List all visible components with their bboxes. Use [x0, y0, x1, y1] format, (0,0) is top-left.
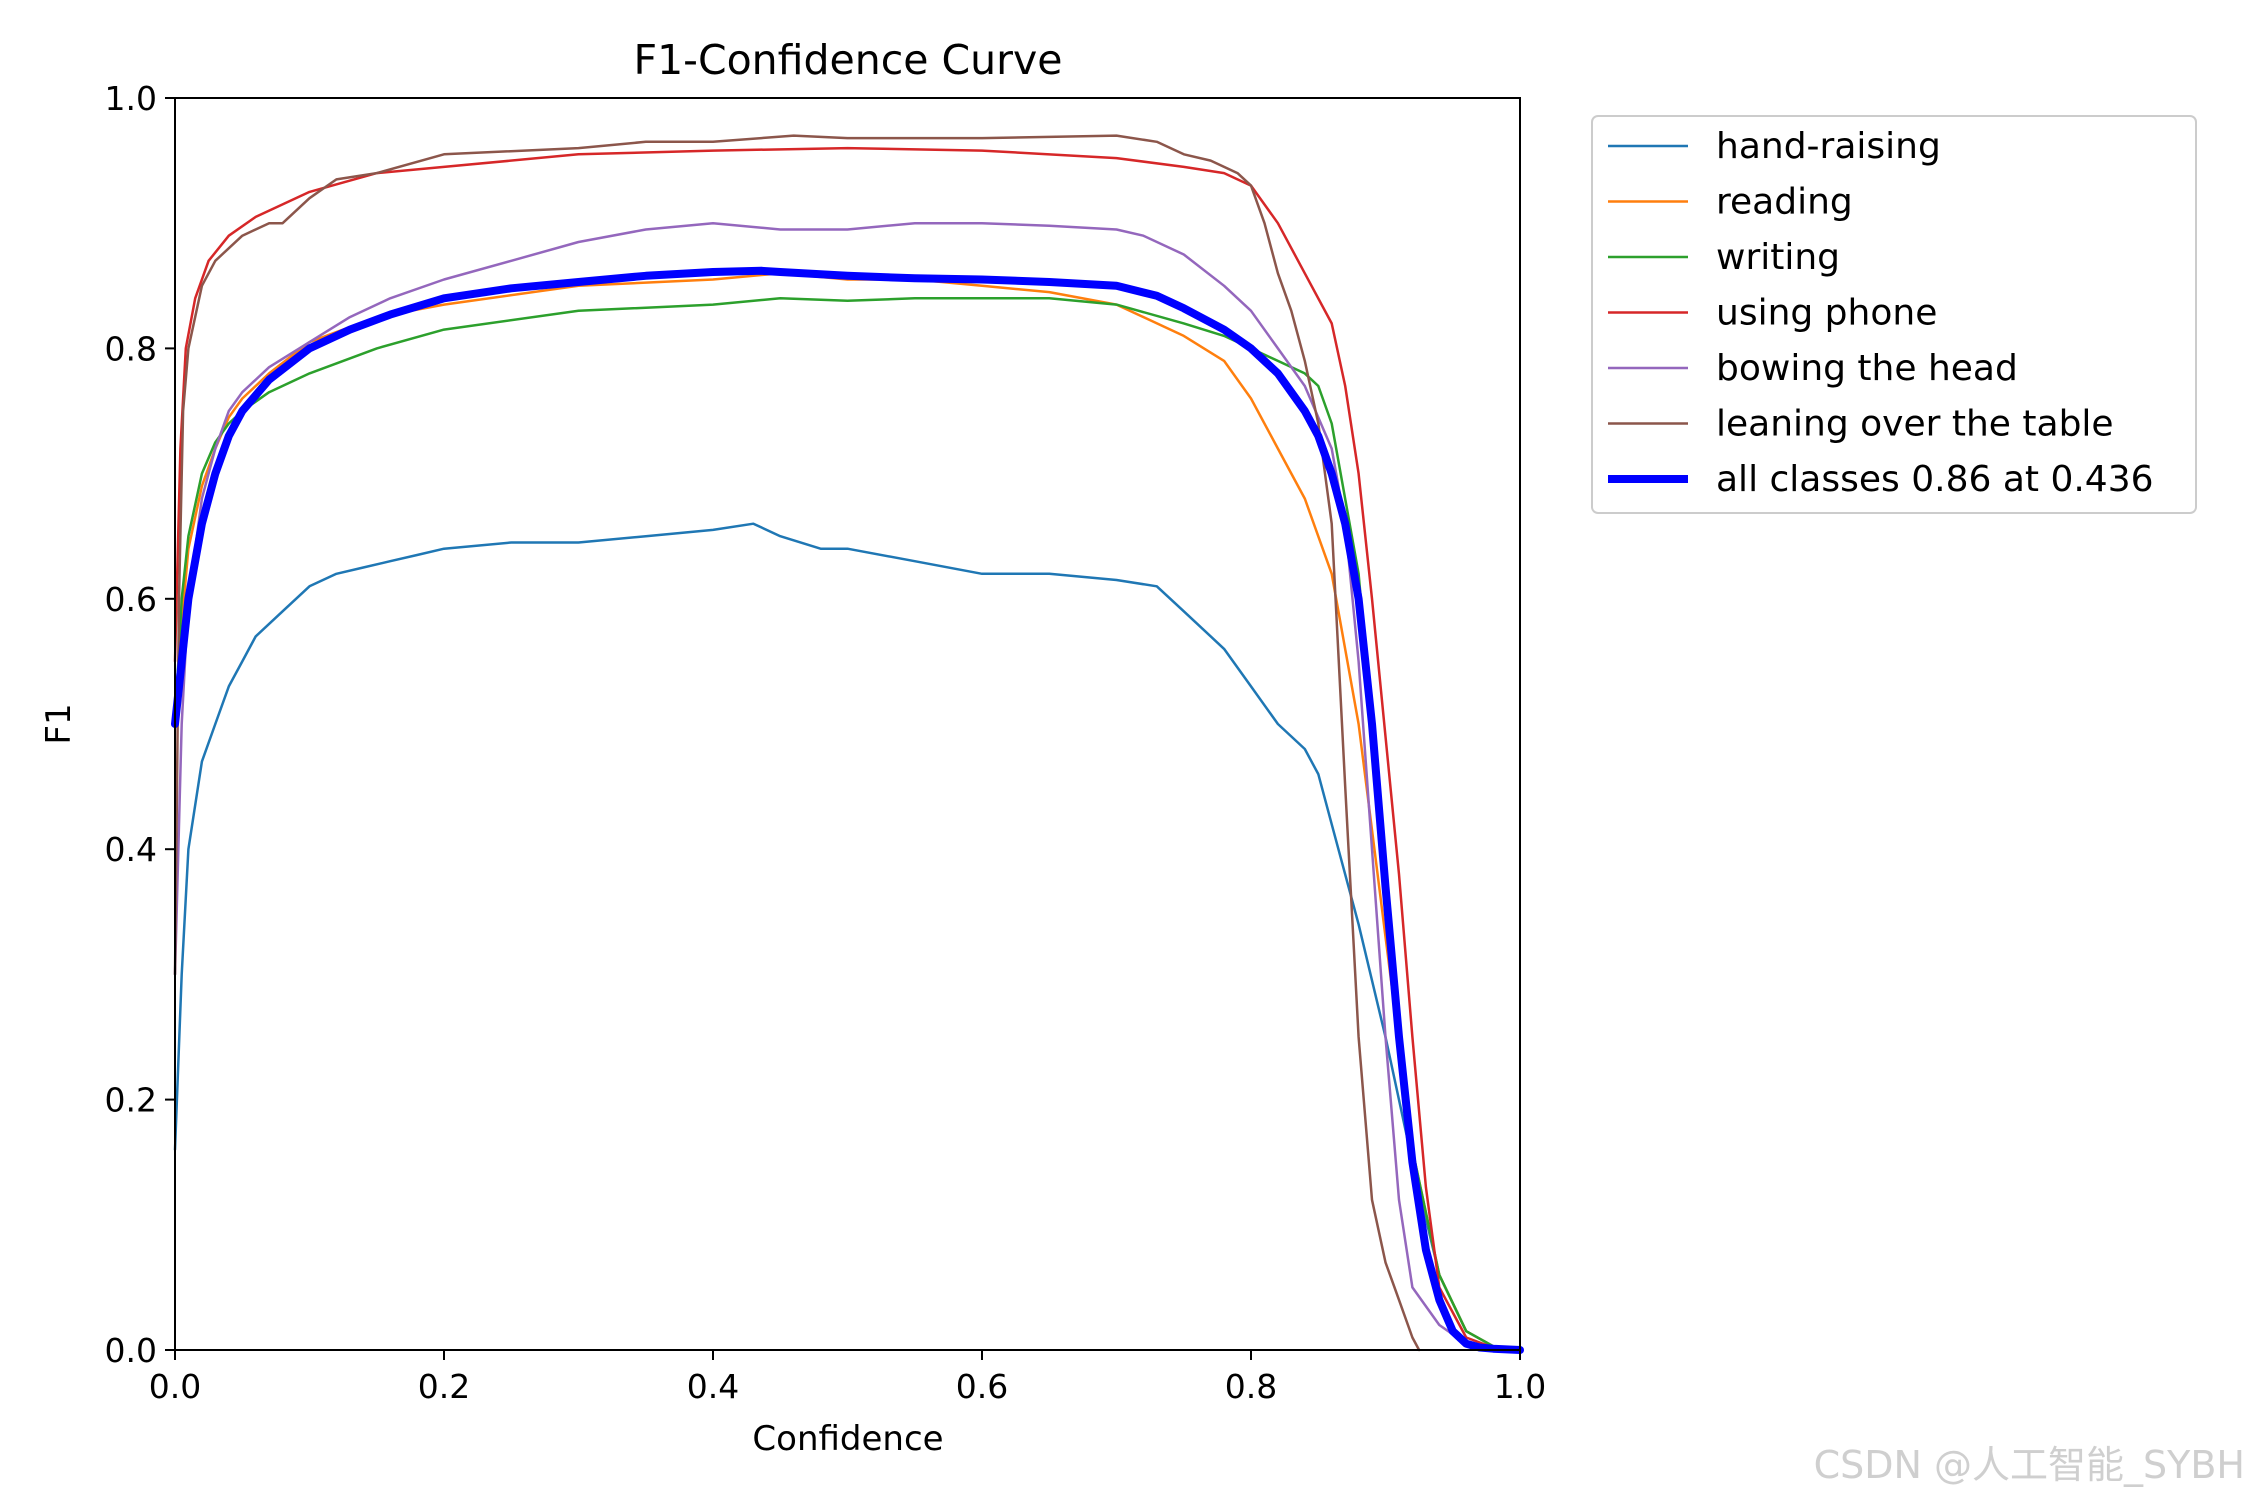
series-line-hand-raising [173, 522, 1522, 1352]
y-tick-label: 0.0 [105, 1331, 157, 1370]
series-line-using [173, 146, 1522, 1352]
series-line-bowing [173, 221, 1522, 1352]
x-axis-ticks: 0.0 0.2 0.4 0.6 0.8 1.0 [149, 1350, 1546, 1406]
x-tick-label: 0.0 [149, 1367, 201, 1406]
series-line-all-all [171, 266, 1524, 1354]
y-axis-label: F1 [39, 703, 79, 744]
watermark: CSDN @人工智能_SYBH [1814, 1443, 2245, 1487]
legend-label: bowing the head [1716, 348, 2018, 389]
legend-label: writing [1716, 237, 1840, 278]
x-tick-label: 0.4 [687, 1367, 739, 1406]
y-tick-label: 0.6 [105, 580, 157, 619]
chart-title: F1-Confidence Curve [634, 36, 1063, 84]
y-tick-label: 1.0 [105, 79, 157, 118]
legend-box [1591, 115, 2197, 514]
legend: hand-raising reading writing using phone bow… [1591, 115, 2197, 514]
legend-label: leaning over the table [1716, 404, 2114, 445]
y-tick-label: 0.4 [105, 830, 157, 869]
x-tick-label: 0.6 [956, 1367, 1008, 1406]
y-tick-label: 0.8 [105, 329, 157, 368]
plot-frame [174, 97, 1521, 1351]
legend-label: reading [1716, 182, 1853, 223]
legend-label: using phone [1716, 293, 1937, 334]
x-tick-label: 1.0 [1494, 1367, 1546, 1406]
legend-label: all classes 0.86 at 0.436 [1716, 459, 2154, 500]
y-axis-ticks: 0.0 0.2 0.4 0.6 0.8 1.0 [105, 79, 175, 1370]
y-tick-label: 0.2 [105, 1081, 157, 1120]
x-axis-label: Confidence [752, 1419, 943, 1459]
x-tick-label: 0.2 [418, 1367, 470, 1406]
series-line-leaning [173, 134, 1421, 1352]
plot-area [171, 134, 1524, 1354]
legend-label: hand-raising [1716, 126, 1941, 167]
x-tick-label: 0.8 [1225, 1367, 1277, 1406]
